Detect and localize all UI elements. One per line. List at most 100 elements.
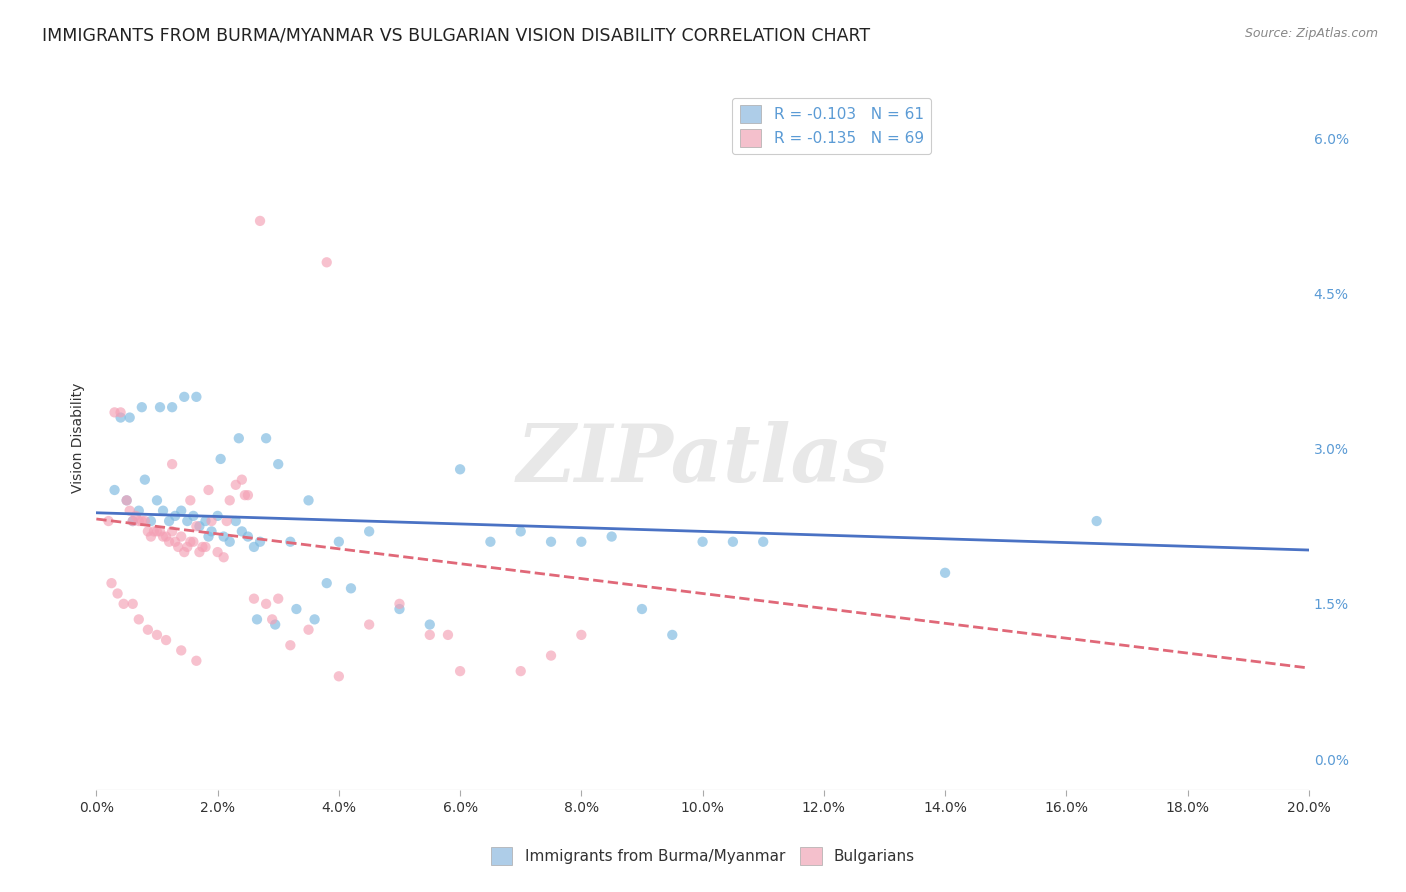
Point [131,514,153,528]
Point [264,617,287,632]
Point [139,514,162,528]
Point [121,514,143,528]
Point [186,519,208,533]
Point [170,643,193,657]
Point [152,504,174,518]
Point [112,597,135,611]
Point [125,508,148,523]
Point [186,390,208,404]
Point [142,524,165,539]
Point [176,540,198,554]
Point [179,493,201,508]
Point [110,405,132,419]
Point [146,628,169,642]
Point [359,524,381,539]
Point [183,534,205,549]
Point [170,530,193,544]
Point [160,457,183,471]
Point [165,508,187,523]
Point [100,576,122,591]
Point [262,612,284,626]
Point [173,390,195,404]
Point [280,534,302,549]
Point [540,534,562,549]
Point [569,534,592,549]
Point [692,534,714,549]
Legend: Immigrants from Burma/Myanmar, Bulgarians: Immigrants from Burma/Myanmar, Bulgarian… [485,841,921,871]
Point [340,582,363,596]
Point [139,530,162,544]
Point [149,401,172,415]
Point [254,431,277,445]
Point [183,508,205,523]
Point [215,514,238,528]
Point [449,664,471,678]
Point [661,628,683,642]
Legend: R = -0.103   N = 61, R = -0.135   N = 69: R = -0.103 N = 61, R = -0.135 N = 69 [733,97,931,154]
Point [176,514,198,528]
Point [254,597,277,611]
Point [231,524,253,539]
Point [186,654,208,668]
Point [118,410,141,425]
Point [207,508,229,523]
Point [228,431,250,445]
Point [752,534,775,549]
Point [136,623,159,637]
Point [236,530,259,544]
Point [600,530,623,544]
Point [231,473,253,487]
Point [110,410,132,425]
Point [207,545,229,559]
Point [388,597,411,611]
Point [197,483,219,497]
Point [155,530,177,544]
Point [134,473,156,487]
Point [721,534,744,549]
Point [328,534,350,549]
Point [128,514,150,528]
Point [118,504,141,518]
Point [540,648,562,663]
Point [160,401,183,415]
Point [152,530,174,544]
Point [197,530,219,544]
Point [249,214,271,228]
Point [243,591,266,606]
Point [167,540,190,554]
Point [267,457,290,471]
Point [103,405,125,419]
Point [249,534,271,549]
Point [121,514,143,528]
Point [233,488,256,502]
Point [1085,514,1108,528]
Text: Source: ZipAtlas.com: Source: ZipAtlas.com [1244,27,1378,40]
Point [131,401,153,415]
Point [243,540,266,554]
Point [128,504,150,518]
Point [236,488,259,502]
Point [103,483,125,497]
Point [149,524,172,539]
Point [121,597,143,611]
Point [160,524,183,539]
Point [209,452,232,467]
Point [419,628,441,642]
Point [934,566,956,580]
Point [134,514,156,528]
Point [315,255,337,269]
Point [388,602,411,616]
Point [146,493,169,508]
Point [157,514,180,528]
Point [188,545,211,559]
Point [304,612,326,626]
Point [267,591,290,606]
Point [97,514,120,528]
Point [328,669,350,683]
Point [315,576,337,591]
Point [146,524,169,539]
Point [218,493,240,508]
Point [218,534,240,549]
Point [173,545,195,559]
Point [479,534,502,549]
